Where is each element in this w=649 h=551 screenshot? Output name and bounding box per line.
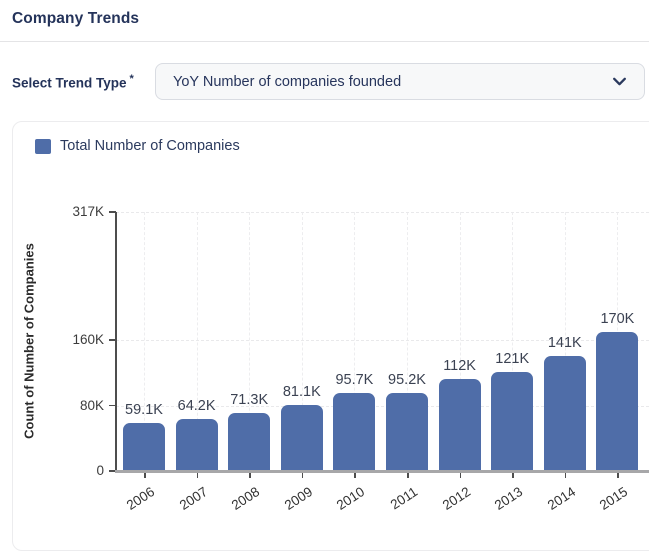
bar-2008[interactable] (228, 412, 271, 471)
x-axis-tick (564, 473, 567, 478)
bar-value-label: 121K (495, 351, 530, 368)
bar-2010[interactable] (333, 392, 376, 471)
x-axis-label: 2010 (334, 484, 368, 513)
bar-2009[interactable] (280, 404, 323, 471)
x-axis-tick (144, 473, 146, 478)
x-axis-label: 2012 (439, 484, 473, 513)
x-axis-tick (249, 473, 251, 478)
bar-value-label: 81.1K (282, 383, 321, 400)
x-axis-tick (512, 473, 514, 478)
x-axis-label: 2008 (228, 484, 263, 513)
y-axis-tick-label: 160K (72, 332, 104, 348)
y-axis-tick (109, 470, 116, 472)
page-title: Company Trends (12, 10, 140, 27)
trend-type-selected-value: YoY Number of companies founded (173, 73, 402, 90)
bar-value-label: 95.7K (335, 371, 374, 388)
required-asterisk: * (129, 73, 134, 85)
trend-type-label-text: Select Trend Type (12, 75, 127, 91)
gridline-vertical (564, 212, 566, 471)
gridline-horizontal (116, 405, 649, 407)
bar-2013[interactable] (491, 372, 534, 471)
legend[interactable]: Total Number of Companies (35, 138, 240, 154)
x-axis-tick (459, 473, 462, 478)
x-axis-label: 2015 (597, 484, 631, 513)
x-axis-label: 2011 (387, 484, 421, 513)
bar-2012[interactable] (438, 379, 481, 471)
x-axis-tick (354, 473, 356, 478)
gridline-vertical (354, 212, 356, 471)
x-axis-tick (196, 473, 199, 478)
bar-2007[interactable] (175, 418, 218, 471)
bar-value-label: 71.3K (230, 391, 269, 408)
y-axis-tick-label: 317K (72, 204, 104, 219)
gridline-vertical (512, 212, 514, 471)
x-axis-baseline (115, 470, 649, 473)
gridline-vertical (249, 212, 251, 471)
chevron-down-icon (613, 77, 626, 86)
gridline-vertical (144, 212, 145, 471)
x-axis-tick (617, 473, 619, 478)
bar-value-label: 170K (600, 311, 635, 328)
legend-label: Total Number of Companies (60, 138, 240, 154)
company-trends-page: { "header": { "title": "Company Trends" … (0, 10, 649, 551)
trend-chart-card: Total Number of Companies Count of Numbe… (12, 121, 649, 551)
x-axis-label: 2013 (491, 484, 526, 513)
x-axis-label: 2006 (123, 484, 158, 513)
gridline-horizontal (116, 212, 649, 213)
x-axis-label: 2014 (544, 484, 578, 513)
trend-type-select[interactable]: YoY Number of companies founded (155, 63, 645, 100)
legend-swatch (35, 138, 51, 154)
gridline-vertical (301, 212, 303, 471)
gridline-horizontal (116, 340, 649, 342)
bar-2006[interactable] (123, 422, 165, 471)
x-axis-tick (407, 473, 409, 478)
bar-value-label: 59.1K (125, 401, 163, 418)
x-axis-label: 2007 (176, 484, 210, 513)
bar-value-label: 141K (547, 334, 582, 351)
y-axis-tick-label: 80K (79, 397, 104, 413)
bar-value-label: 112K (443, 358, 476, 375)
y-axis-tick-label: 0 (96, 463, 104, 478)
bar-2014[interactable] (543, 355, 586, 471)
header-divider (0, 41, 649, 42)
bar-2011[interactable] (386, 393, 428, 471)
gridline-vertical (196, 212, 198, 471)
bar-value-label: 64.2K (177, 397, 216, 414)
gridline-vertical (459, 212, 461, 471)
bar-2015[interactable] (596, 332, 639, 471)
y-axis-tick (109, 404, 116, 407)
gridline-vertical (407, 212, 408, 471)
y-axis-tick (109, 211, 116, 213)
bar-value-label: 95.2K (388, 372, 426, 389)
y-axis-tick (109, 339, 116, 341)
trend-type-label: Select Trend Type * (12, 73, 134, 91)
y-axis-line (115, 212, 117, 471)
x-axis-tick (301, 473, 304, 478)
x-axis-label: 2009 (281, 484, 315, 513)
